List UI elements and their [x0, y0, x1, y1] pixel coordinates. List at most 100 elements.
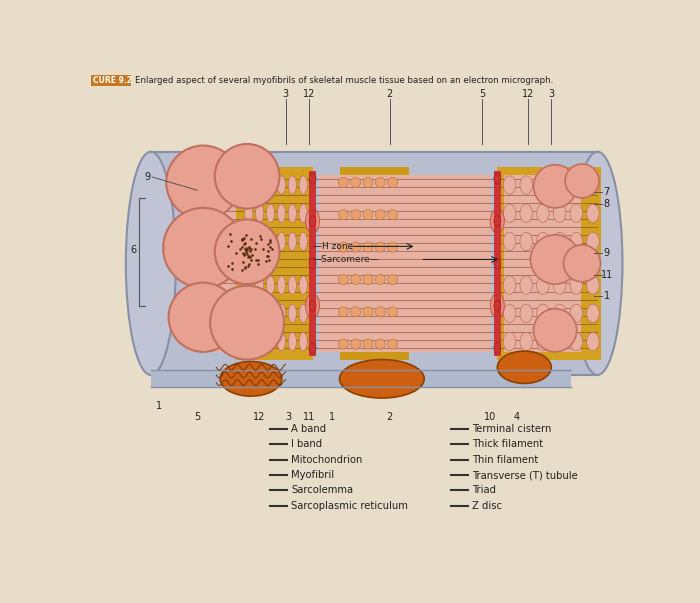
Text: 12: 12 — [253, 412, 265, 422]
Circle shape — [210, 286, 284, 359]
Ellipse shape — [491, 209, 504, 233]
Ellipse shape — [573, 152, 622, 375]
Ellipse shape — [244, 332, 253, 351]
Ellipse shape — [244, 304, 253, 323]
Circle shape — [363, 210, 373, 220]
Text: 1: 1 — [329, 412, 335, 422]
Ellipse shape — [288, 304, 296, 323]
Circle shape — [351, 210, 360, 220]
Circle shape — [169, 283, 238, 352]
Ellipse shape — [299, 232, 307, 251]
Ellipse shape — [277, 276, 286, 294]
FancyBboxPatch shape — [503, 175, 580, 352]
Circle shape — [375, 307, 385, 317]
Ellipse shape — [570, 176, 582, 194]
Circle shape — [338, 242, 349, 252]
FancyBboxPatch shape — [151, 370, 570, 387]
FancyBboxPatch shape — [151, 152, 598, 375]
Text: CURE 9.2: CURE 9.2 — [93, 76, 132, 85]
Ellipse shape — [256, 304, 264, 323]
Ellipse shape — [267, 332, 274, 351]
Ellipse shape — [277, 304, 286, 323]
Ellipse shape — [520, 332, 533, 351]
Text: Enlarged aspect of several myofibrils of skeletal muscle tissue based on an elec: Enlarged aspect of several myofibrils of… — [135, 76, 554, 85]
Text: 3: 3 — [283, 89, 288, 99]
Ellipse shape — [503, 204, 516, 223]
Ellipse shape — [503, 176, 516, 194]
Circle shape — [351, 339, 360, 349]
Ellipse shape — [277, 332, 286, 351]
Ellipse shape — [537, 304, 550, 323]
Ellipse shape — [277, 232, 286, 251]
Text: 12: 12 — [302, 89, 315, 99]
Ellipse shape — [553, 232, 566, 251]
Circle shape — [388, 339, 398, 349]
Ellipse shape — [309, 216, 316, 226]
Circle shape — [351, 177, 360, 188]
Circle shape — [388, 242, 398, 252]
Ellipse shape — [309, 300, 316, 311]
Ellipse shape — [244, 232, 253, 251]
Ellipse shape — [277, 176, 286, 194]
Ellipse shape — [520, 276, 533, 294]
Ellipse shape — [244, 204, 253, 223]
Text: I band: I band — [291, 439, 322, 449]
Ellipse shape — [520, 304, 533, 323]
Text: 1: 1 — [155, 401, 162, 411]
Ellipse shape — [537, 276, 550, 294]
Ellipse shape — [503, 332, 516, 351]
Ellipse shape — [306, 209, 319, 233]
Ellipse shape — [299, 332, 307, 351]
Ellipse shape — [503, 276, 516, 294]
Ellipse shape — [256, 232, 264, 251]
Ellipse shape — [309, 343, 316, 353]
Ellipse shape — [497, 351, 552, 384]
Circle shape — [375, 274, 385, 285]
Ellipse shape — [537, 176, 550, 194]
Text: 7: 7 — [603, 188, 610, 197]
Circle shape — [531, 235, 580, 284]
Text: Terminal cistern: Terminal cistern — [472, 424, 552, 434]
Ellipse shape — [537, 332, 550, 351]
Ellipse shape — [288, 332, 296, 351]
Ellipse shape — [288, 204, 296, 223]
Circle shape — [388, 177, 398, 188]
Text: Myofibril: Myofibril — [291, 470, 334, 480]
Text: Z disc: Z disc — [472, 501, 502, 511]
Text: 5: 5 — [479, 89, 485, 99]
Ellipse shape — [309, 173, 316, 184]
Text: 4: 4 — [514, 412, 519, 422]
Ellipse shape — [503, 232, 516, 251]
Ellipse shape — [126, 152, 176, 375]
Ellipse shape — [256, 332, 264, 351]
FancyBboxPatch shape — [309, 171, 316, 356]
Ellipse shape — [267, 176, 274, 194]
FancyBboxPatch shape — [189, 175, 235, 352]
Ellipse shape — [570, 204, 582, 223]
Ellipse shape — [267, 204, 274, 223]
Text: Sarcolemma: Sarcolemma — [291, 485, 353, 496]
Text: 3: 3 — [285, 412, 291, 422]
Circle shape — [338, 210, 349, 220]
Ellipse shape — [570, 232, 582, 251]
Ellipse shape — [494, 300, 500, 311]
FancyBboxPatch shape — [235, 167, 312, 359]
Ellipse shape — [288, 276, 296, 294]
Circle shape — [163, 208, 244, 288]
Ellipse shape — [553, 276, 566, 294]
Ellipse shape — [553, 204, 566, 223]
Ellipse shape — [244, 176, 253, 194]
Circle shape — [338, 274, 349, 285]
Circle shape — [363, 307, 373, 317]
Text: 11: 11 — [302, 412, 315, 422]
Ellipse shape — [306, 293, 319, 318]
Ellipse shape — [299, 276, 307, 294]
Text: 2: 2 — [386, 89, 393, 99]
Text: 11: 11 — [601, 270, 612, 280]
Circle shape — [533, 165, 577, 208]
Text: —H zone—: —H zone— — [312, 242, 362, 251]
Circle shape — [363, 339, 373, 349]
Ellipse shape — [267, 304, 274, 323]
Circle shape — [338, 339, 349, 349]
Ellipse shape — [537, 204, 550, 223]
